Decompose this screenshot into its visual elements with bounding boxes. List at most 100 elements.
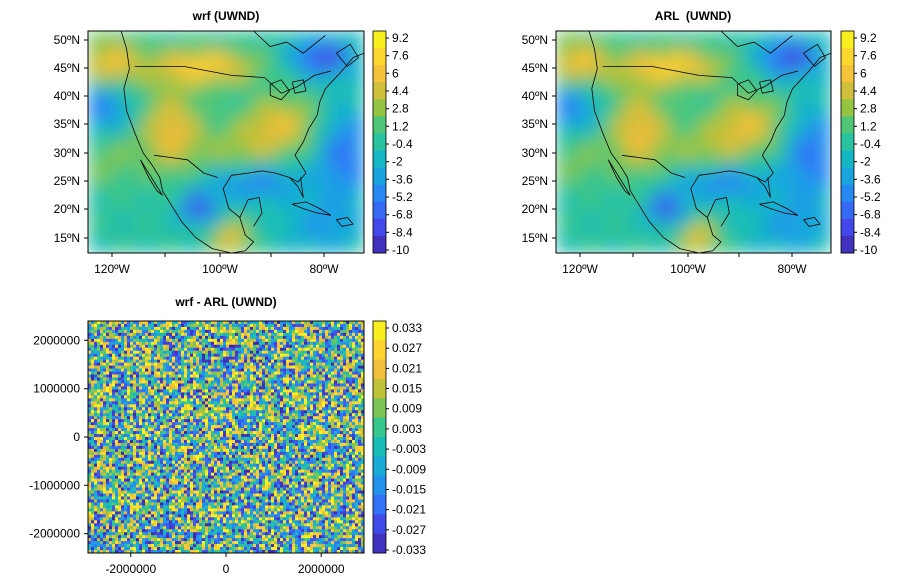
panel-wrf: wrf (UWND) 50ºN 45ºN 40ºN 35ºN 30ºN 25ºN 20ºN 1… [54,9,413,276]
colorbar-segment [373,65,386,83]
colorbar-tick-label: -6.8 [392,208,413,222]
colorbar-segment [841,184,854,203]
colorbar-segment [841,235,854,254]
colorbar-segment [373,133,386,152]
colorbar-segment [373,82,386,100]
lat-tick-label: 50ºN [522,33,548,47]
lat-tick-label: 40ºN [522,89,548,103]
coastline-segment [706,197,730,227]
coastline-segment [720,31,793,54]
colorbar-tick-label: 9.2 [392,31,409,45]
coastline-segment [602,66,799,94]
colorbar-tick-label: -0.027 [392,523,426,537]
colorbar-tick-label: -10 [860,243,878,257]
noise-heatmap-field [88,321,364,553]
colorbar-segment [373,321,386,341]
coastline-segment [134,66,332,94]
colorbar-segment [373,533,386,554]
colorbar-frame [840,30,855,254]
coastline-segment [120,31,364,253]
colorbar-tick-label: 0.015 [392,382,422,396]
panel-arl: ARL (UWND) 50ºN 45ºN 40ºN 35ºN 30ºN 25ºN 20ºN 1… [522,9,881,276]
coastline-segment [588,31,831,253]
colorbar-segment [841,31,854,49]
coastline-segment [140,159,163,196]
colorbar-segment [373,99,386,117]
coastline-segment [756,177,771,198]
y-tick-label: 1000000 [33,382,80,396]
heatmap-field [556,31,831,253]
colorbar-tick-label: 0.021 [392,361,422,375]
colorbar-segment [373,475,386,496]
lon-tick-label: 120ºW [562,262,598,276]
colorbar: 9.2 7.6 6 4.4 2.8 1.2 -0.4 -2 -3.6 -5.2 -6.8 -8.4 -1… [840,30,881,257]
lon-tick-label: 80ºW [309,262,339,276]
colorbar-tick-label: -2 [392,155,403,169]
colorbar-segment [373,340,386,361]
lat-tick-label: 35ºN [522,117,548,131]
plot-frame [87,30,365,254]
lat-tick-label: 15ºN [522,231,548,245]
colorbar-tick-label: -3.6 [392,172,413,186]
coastline-segment [621,154,686,178]
colorbar-tick-label: -8.4 [860,225,881,239]
x-tick-labels: -2000000 0 2000000 [105,553,345,576]
lon-tick-labels: 120ºW 100ºW 80ºW [94,253,339,276]
colorbar-tick-label: 2.8 [392,102,409,116]
colorbar-tick-label: -10 [392,243,410,257]
coastline-map [120,31,364,253]
panel-difference: wrf - ARL (UWND) 2000000 1000000 0 -1000000… [29,295,426,576]
y-tick-label: 2000000 [33,333,80,347]
coastline-segment [336,43,360,68]
colorbar-tick-label: -5.2 [392,190,413,204]
colorbar-segment [373,48,386,66]
colorbar-tick-label: 0.027 [392,341,422,355]
y-tick-label: -2000000 [29,527,80,541]
colorbar-tick-label: 0.003 [392,422,422,436]
colorbar-segment [373,495,386,515]
coastline-segment [289,177,304,198]
lat-tick-label: 50ºN [54,33,80,47]
coastline-segment [607,159,631,196]
lat-tick-labels: 50ºN 45ºN 40ºN 35ºN 30ºN 25ºN 20ºN 15ºN [522,33,556,245]
colorbar-tick-label: -0.4 [860,137,881,151]
colorbar-segment [841,150,854,169]
colorbar-tick-label: 4.4 [860,84,877,98]
colorbar-tick-label: 7.6 [392,49,409,63]
colorbar-segment [841,218,854,237]
lon-tick-label: 100ºW [670,262,706,276]
coastline-segment [336,217,354,227]
colorbar-tick-label: -0.015 [392,483,426,497]
lat-tick-label: 20ºN [54,202,80,216]
panel-title: wrf - ARL (UWND) [174,295,276,309]
colorbar-tick-label: 1.2 [860,119,877,133]
lat-tick-labels: 50ºN 45ºN 40ºN 35ºN 30ºN 25ºN 20ºN 15ºN [54,33,88,245]
colorbar-segment [373,437,386,457]
colorbar-segment [373,235,386,254]
coastline-segment [759,201,799,216]
colorbar-tick-label: -2 [860,155,871,169]
y-tick-labels: 2000000 1000000 0 -1000000 -2000000 [29,333,88,541]
lat-tick-label: 45ºN [522,61,548,75]
heatmap-field [88,31,364,253]
colorbar-segment [373,417,386,438]
colorbar-frame [372,30,387,254]
colorbar-tick-label: 0.033 [392,321,422,335]
colorbar-segment [841,201,854,220]
colorbar-tick-label: 6 [392,66,399,80]
colorbar-segment [373,456,386,477]
colorbar-tick-label: -3.6 [860,172,881,186]
coastline-segment [737,79,758,101]
colorbar-tick-label: -0.033 [392,543,426,557]
colorbar-segment [841,48,854,66]
colorbar-segment [373,167,386,186]
y-tick-label: -1000000 [29,478,80,492]
coastline-map [588,31,831,253]
colorbar-segment [373,218,386,237]
colorbar-segment [373,514,386,535]
plot-frame [555,30,832,254]
coastline-segment [154,154,218,178]
panel-title: ARL (UWND) [655,9,731,23]
coastline-segment [239,197,263,227]
